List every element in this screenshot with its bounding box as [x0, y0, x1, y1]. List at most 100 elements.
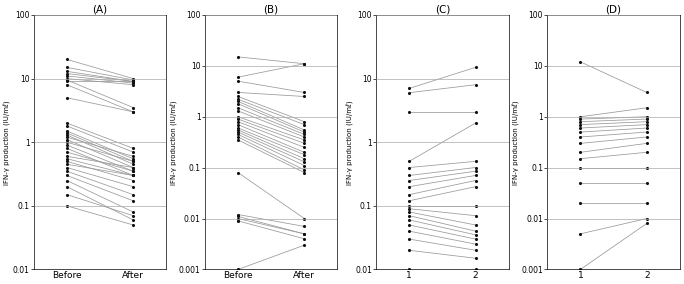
- Point: [62, 156, 73, 161]
- Point: [233, 138, 244, 142]
- Point: [128, 110, 139, 114]
- Point: [404, 237, 415, 241]
- Point: [404, 86, 415, 91]
- Point: [128, 218, 139, 222]
- Point: [233, 122, 244, 127]
- Point: [233, 97, 244, 102]
- Point: [575, 130, 586, 134]
- Point: [128, 192, 139, 197]
- Point: [62, 79, 73, 84]
- Point: [128, 82, 139, 87]
- Point: [128, 199, 139, 203]
- Point: [299, 160, 310, 164]
- Point: [233, 132, 244, 137]
- Point: [641, 90, 652, 95]
- Point: [575, 114, 586, 119]
- Point: [641, 126, 652, 130]
- Point: [299, 156, 310, 161]
- Point: [299, 145, 310, 150]
- Point: [128, 105, 139, 110]
- Y-axis label: IFN-γ production (IU/mℓ): IFN-γ production (IU/mℓ): [170, 100, 178, 185]
- Point: [128, 79, 139, 84]
- Point: [299, 237, 310, 241]
- Point: [62, 143, 73, 147]
- Point: [575, 201, 586, 206]
- Point: [404, 159, 415, 164]
- Point: [470, 184, 481, 189]
- Point: [233, 79, 244, 83]
- Point: [470, 237, 481, 241]
- Point: [575, 165, 586, 170]
- Point: [404, 213, 415, 218]
- Y-axis label: IFN-γ production (IU/mℓ): IFN-γ production (IU/mℓ): [347, 100, 354, 185]
- Point: [575, 141, 586, 146]
- Point: [470, 159, 481, 164]
- Point: [233, 75, 244, 80]
- Point: [641, 119, 652, 124]
- Point: [233, 170, 244, 175]
- Point: [128, 165, 139, 170]
- Point: [62, 165, 73, 170]
- Point: [128, 210, 139, 214]
- Point: [233, 114, 244, 119]
- Point: [299, 224, 310, 229]
- Point: [128, 162, 139, 166]
- Point: [62, 131, 73, 135]
- Point: [233, 106, 244, 110]
- Point: [299, 130, 310, 134]
- Point: [641, 122, 652, 127]
- Point: [62, 204, 73, 208]
- Point: [128, 184, 139, 189]
- Point: [641, 141, 652, 146]
- Point: [299, 90, 310, 95]
- Point: [470, 65, 481, 70]
- Point: [62, 173, 73, 178]
- Point: [575, 135, 586, 139]
- Point: [128, 79, 139, 84]
- Point: [470, 223, 481, 227]
- Point: [299, 163, 310, 168]
- Point: [470, 248, 481, 252]
- Point: [641, 130, 652, 134]
- Point: [233, 128, 244, 132]
- Point: [62, 137, 73, 142]
- Point: [641, 150, 652, 154]
- Point: [62, 140, 73, 145]
- Point: [128, 165, 139, 170]
- Point: [575, 122, 586, 127]
- Point: [641, 117, 652, 121]
- Point: [575, 117, 586, 121]
- Y-axis label: IFN-γ production (IU/mℓ): IFN-γ production (IU/mℓ): [513, 100, 520, 185]
- Point: [62, 69, 73, 74]
- Point: [404, 192, 415, 197]
- Point: [128, 150, 139, 154]
- Point: [128, 154, 139, 158]
- Point: [470, 229, 481, 233]
- Point: [233, 219, 244, 223]
- Point: [62, 121, 73, 125]
- Point: [575, 181, 586, 185]
- Point: [128, 159, 139, 164]
- Point: [128, 169, 139, 174]
- Title: (B): (B): [263, 4, 279, 14]
- Point: [404, 184, 415, 189]
- Point: [470, 267, 481, 272]
- Point: [62, 150, 73, 154]
- Point: [62, 129, 73, 133]
- Point: [233, 130, 244, 134]
- Point: [128, 173, 139, 178]
- Point: [404, 199, 415, 203]
- Point: [62, 76, 73, 81]
- Point: [62, 178, 73, 183]
- Point: [299, 94, 310, 99]
- Point: [233, 101, 244, 106]
- Point: [470, 169, 481, 174]
- Point: [62, 124, 73, 128]
- Point: [641, 106, 652, 110]
- Point: [404, 204, 415, 208]
- Point: [62, 65, 73, 70]
- Point: [470, 233, 481, 237]
- Point: [299, 61, 310, 66]
- Title: (D): (D): [605, 4, 622, 14]
- Point: [62, 133, 73, 137]
